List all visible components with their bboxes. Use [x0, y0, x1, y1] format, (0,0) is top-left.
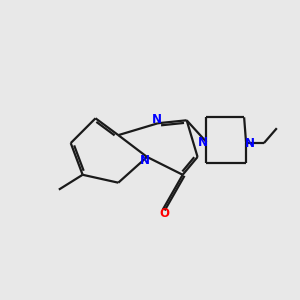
Text: O: O — [159, 207, 170, 220]
Text: N: N — [245, 136, 255, 150]
Text: N: N — [152, 113, 161, 126]
Text: N: N — [198, 136, 208, 148]
Text: N: N — [140, 154, 150, 167]
